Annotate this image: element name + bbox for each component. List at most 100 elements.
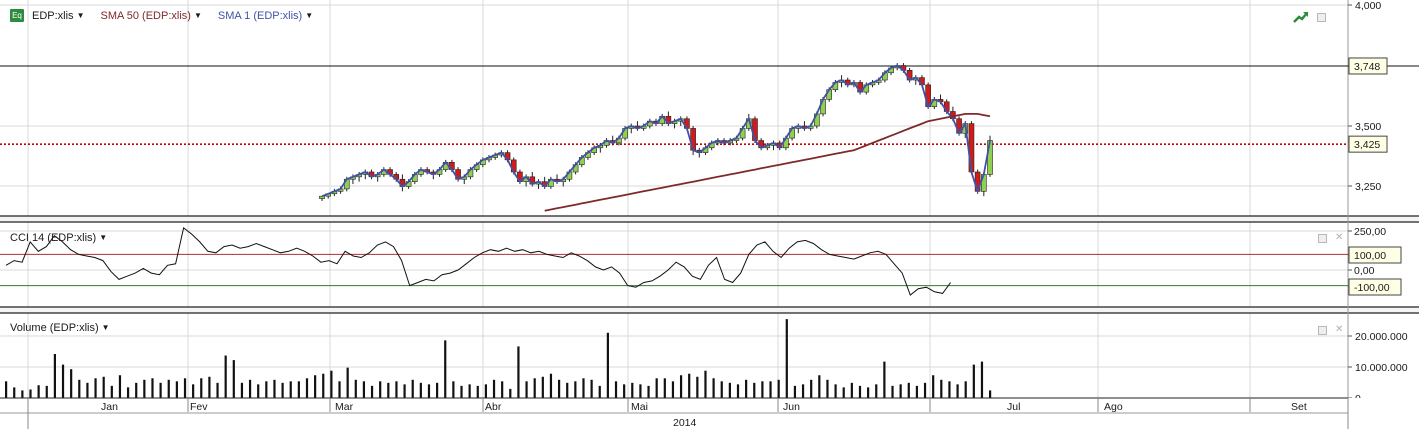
volume-bar (907, 382, 910, 398)
volume-bar (883, 361, 886, 398)
month-label: Jul (1007, 401, 1020, 413)
volume-bar (118, 375, 122, 398)
volume-bar (444, 340, 447, 398)
volume-bar (891, 385, 894, 398)
cci-y-tick-label: -100,00 (1354, 282, 1390, 294)
volume-bar (419, 382, 422, 398)
year-label: 2014 (673, 417, 697, 429)
chevron-down-icon[interactable]: ▼ (193, 10, 202, 20)
y-tick-label: 4,000 (1355, 0, 1381, 12)
volume-bar (964, 381, 967, 398)
trend-arrow-icon[interactable] (1293, 10, 1309, 24)
volume-bar (720, 381, 723, 398)
symbol-legend-item[interactable]: EDP:xlis ▼ (32, 10, 84, 22)
volume-bar (810, 379, 813, 398)
volume-bar (932, 375, 935, 398)
price-badge-high: 3,748 (1354, 61, 1380, 73)
volume-bar (940, 379, 943, 398)
volume-bar (842, 387, 845, 398)
volume-bar (590, 379, 593, 398)
volume-bar (305, 378, 309, 398)
sma50-legend-item[interactable]: SMA 50 (EDP:xlis) ▼ (100, 10, 201, 22)
volume-bar (728, 382, 731, 398)
volume-bar (826, 379, 829, 398)
month-label: Fev (190, 401, 208, 413)
volume-bar (606, 332, 609, 398)
cci-line (5, 227, 952, 296)
volume-bar (875, 384, 878, 398)
volume-bar (623, 384, 626, 398)
chevron-down-icon[interactable]: ▼ (76, 10, 85, 20)
volume-bar (492, 379, 496, 398)
volume-bar (281, 382, 284, 398)
equity-icon[interactable]: Eq (10, 9, 24, 22)
chevron-down-icon[interactable]: ▼ (305, 10, 314, 20)
volume-bar (110, 385, 113, 398)
volume-bar (501, 381, 504, 398)
volume-bar (566, 382, 569, 398)
volume-bar (736, 384, 740, 398)
volume-bar (541, 376, 544, 398)
volume-bar (330, 370, 333, 398)
month-label: Jan (101, 401, 118, 413)
volume-bar (70, 369, 73, 398)
price-badge-last-box (1348, 135, 1388, 153)
chevron-down-icon[interactable]: ▼ (101, 323, 110, 332)
volume-bar (159, 382, 162, 398)
maximize-icon[interactable] (1318, 325, 1327, 335)
volume-bar (980, 361, 984, 398)
sma50-label: SMA 50 (EDP:xlis) (100, 9, 191, 22)
volume-bar (240, 382, 244, 398)
volume-y-tick-label: 20.000.000 (1355, 331, 1408, 343)
price-badge-last: 3,425 (1354, 139, 1380, 151)
candle (319, 195, 325, 199)
volume-bar (13, 387, 16, 398)
volume-bar (818, 375, 821, 398)
volume-bar (135, 382, 138, 398)
volume-bar (614, 381, 618, 398)
volume-bar (517, 346, 520, 398)
volume-bar (53, 354, 56, 398)
volume-bar (557, 379, 561, 398)
volume-bar (704, 370, 707, 398)
volume-bar (460, 385, 463, 398)
sma1-legend-item[interactable]: SMA 1 (EDP:xlis) ▼ (218, 10, 313, 22)
volume-bar (151, 378, 154, 398)
sma1-line (321, 64, 991, 198)
volume-bar (663, 378, 666, 398)
maximize-icon[interactable] (1317, 12, 1326, 22)
volume-bar (582, 378, 585, 398)
volume-bar (37, 385, 40, 398)
volume-bar (257, 384, 260, 398)
volume-bar (143, 379, 146, 398)
price-corner-icons (1293, 10, 1326, 24)
volume-bar (858, 385, 862, 398)
close-icon[interactable]: ✕ (1335, 232, 1344, 243)
panel-separator (0, 216, 1419, 222)
volume-bar (411, 379, 414, 398)
volume-legend-item[interactable]: Volume (EDP:xlis) ▼ (10, 322, 110, 334)
close-icon[interactable]: ✕ (1335, 324, 1344, 335)
volume-bar (175, 381, 178, 398)
volume-bar (362, 381, 366, 398)
maximize-icon[interactable] (1318, 233, 1327, 243)
price-legend: Eq EDP:xlis ▼ SMA 50 (EDP:xlis) ▼ SMA 1 … (10, 9, 325, 22)
chevron-down-icon[interactable]: ▼ (99, 233, 108, 242)
volume-bar (761, 381, 764, 398)
volume-bar (403, 384, 406, 398)
volume-bar (956, 384, 959, 398)
volume-bar (509, 388, 512, 398)
price-badge-high-box (1348, 57, 1388, 75)
month-label: Jun (783, 401, 800, 413)
volume-legend: Volume (EDP:xlis) ▼ (10, 322, 122, 334)
cci-legend-item[interactable]: CCI 14 (EDP:xlis) ▼ (10, 232, 107, 244)
cci-y-tick-label: 0,00 (1354, 265, 1375, 277)
volume-bar (769, 381, 772, 398)
volume-bar (427, 384, 431, 398)
volume-bar (395, 381, 398, 398)
volume-bar (78, 379, 81, 398)
symbol-label: EDP:xlis (32, 9, 74, 22)
month-label: Set (1291, 401, 1307, 413)
volume-bar (21, 390, 24, 398)
